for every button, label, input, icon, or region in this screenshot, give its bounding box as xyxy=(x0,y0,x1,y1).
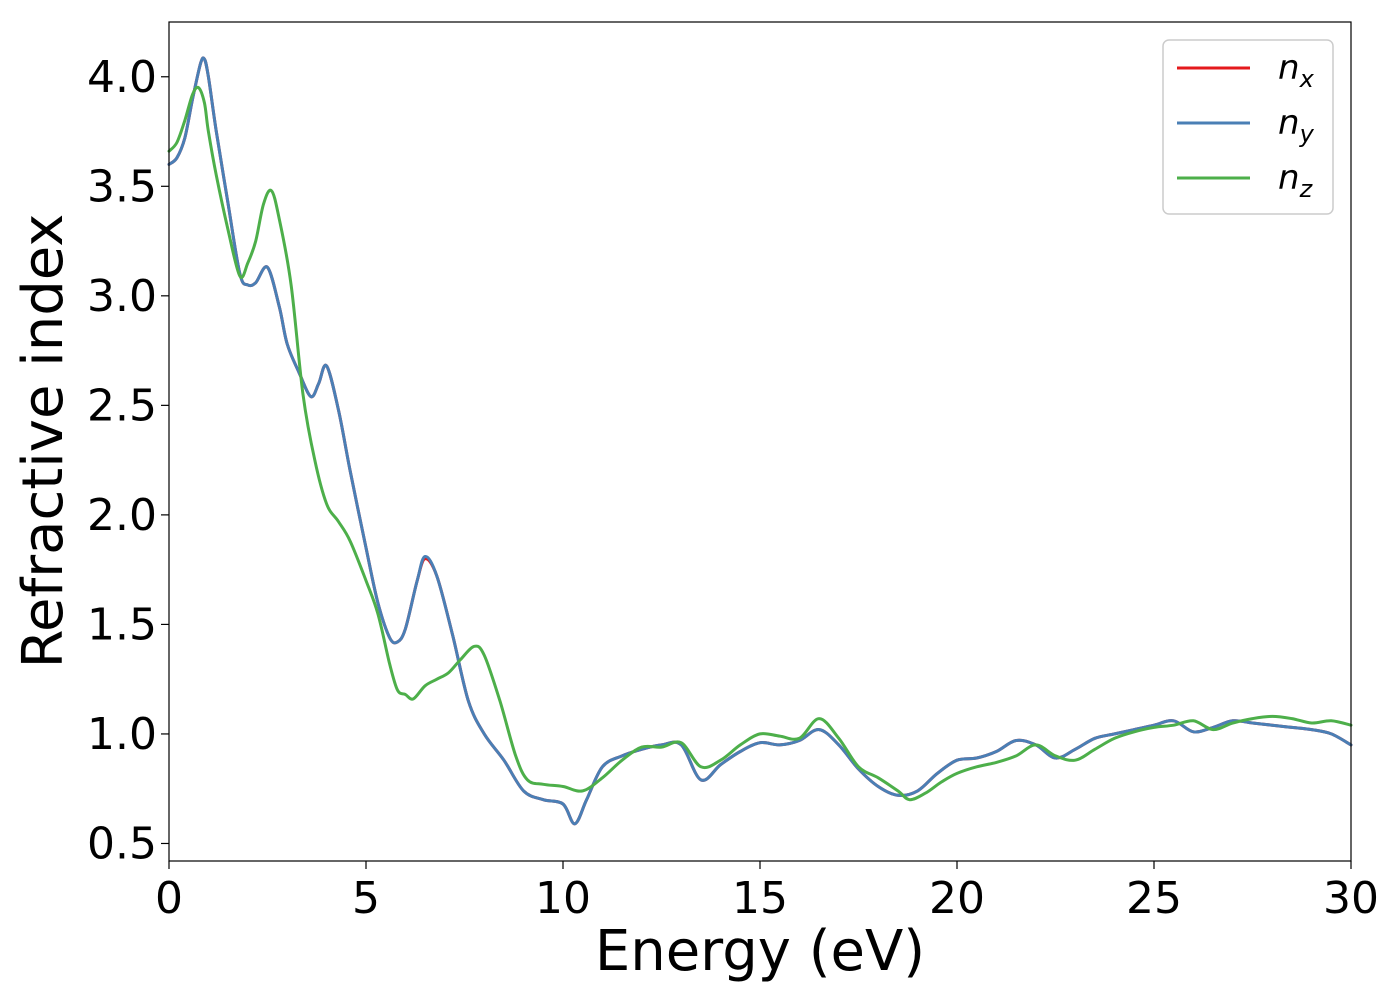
x-tick-label: 25 xyxy=(1126,873,1182,924)
x-tick-label: 15 xyxy=(732,873,788,924)
y-tick-label: 2.0 xyxy=(87,490,157,541)
x-tick-label: 10 xyxy=(535,873,591,924)
x-axis-label: Energy (eV) xyxy=(595,919,925,984)
series-line-y xyxy=(167,56,1353,826)
series-line-z xyxy=(167,85,1353,802)
x-tick-label: 20 xyxy=(929,873,985,924)
legend-label-z: nz xyxy=(1278,158,1314,203)
y-tick-label: 3.5 xyxy=(87,161,157,212)
y-tick-label: 2.5 xyxy=(87,380,157,431)
x-tick-label: 5 xyxy=(352,873,380,924)
legend: nx ny nz xyxy=(1162,39,1334,215)
y-axis-label: Refractive index xyxy=(11,214,76,669)
y-axis-ticks: 0.5 1.0 1.5 2.0 2.5 3.0 3.5 4.0 xyxy=(87,52,169,869)
x-tick-label: 0 xyxy=(155,873,183,924)
y-tick-label: 1.0 xyxy=(87,709,157,760)
x-tick-label: 30 xyxy=(1323,873,1379,924)
legend-label-x: nx xyxy=(1278,48,1315,93)
y-tick-label: 3.0 xyxy=(87,271,157,322)
y-tick-label: 0.5 xyxy=(87,818,157,869)
y-tick-label: 1.5 xyxy=(87,599,157,650)
plot-lines xyxy=(167,56,1353,826)
legend-box xyxy=(1162,39,1334,215)
legend-label-y: ny xyxy=(1278,103,1315,148)
y-tick-label: 4.0 xyxy=(87,52,157,103)
x-axis-ticks: 0 5 10 15 20 25 30 xyxy=(155,861,1379,924)
